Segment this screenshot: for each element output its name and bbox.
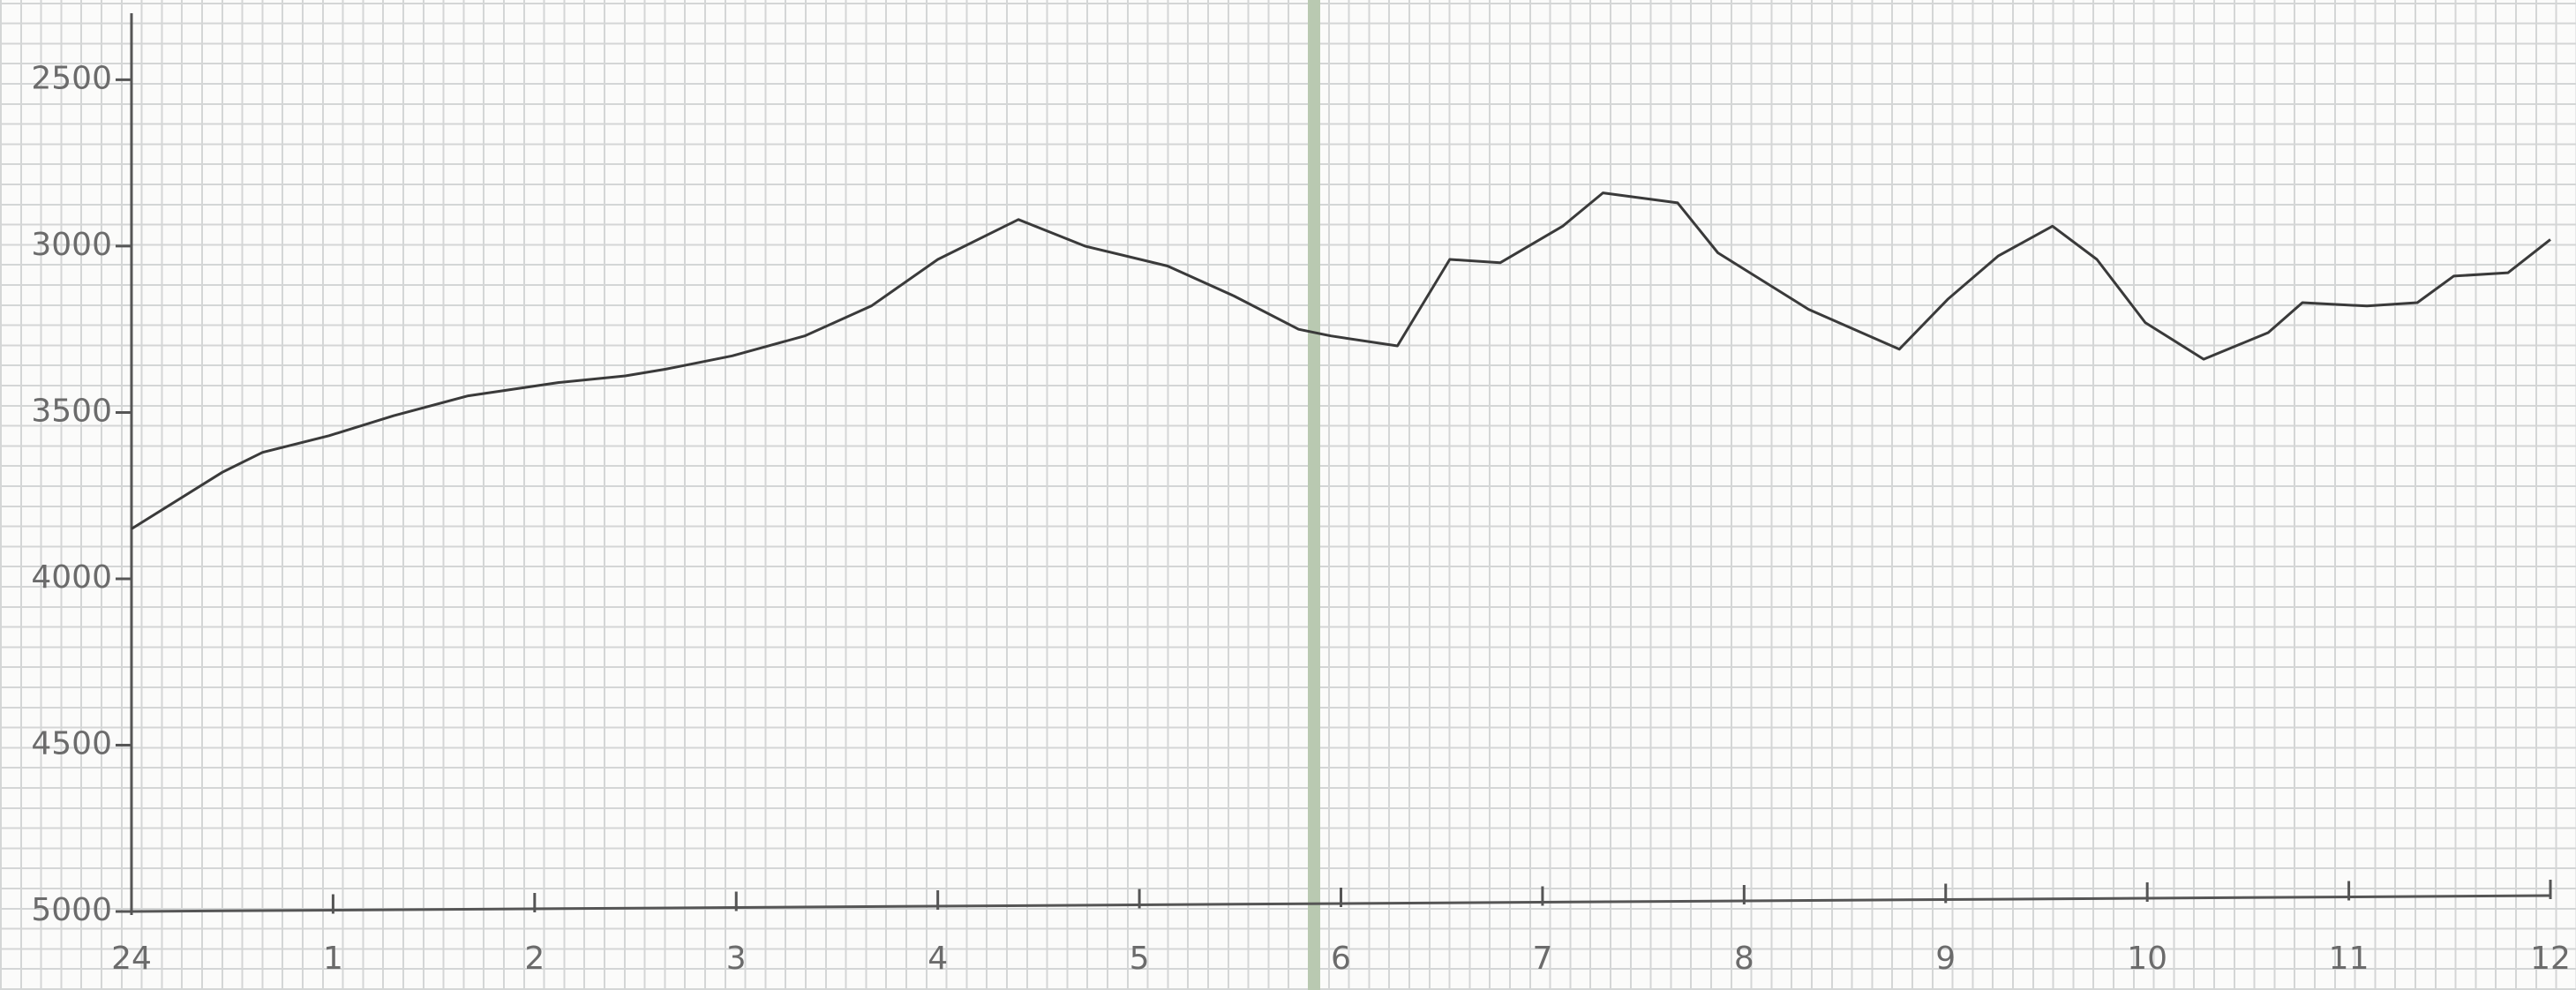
data-line: [131, 191, 2551, 530]
x-tick-label: 5: [1130, 941, 1150, 977]
x-tick-label: 3: [726, 941, 747, 977]
x-tick-label: 12: [2530, 941, 2571, 977]
x-tick-label: 7: [1532, 941, 1552, 977]
x-tick-label: 4: [928, 941, 948, 977]
y-tick-label: 5000: [31, 892, 112, 928]
x-tick-label: 8: [1734, 941, 1754, 977]
x-tick-label: 6: [1331, 941, 1351, 977]
x-tick-label: 9: [1935, 941, 1956, 977]
y-tick-label: 3500: [31, 393, 112, 429]
page-binding: [1308, 0, 1320, 990]
y-tick-label: 4500: [31, 725, 112, 761]
y-tick-label: 2500: [31, 60, 112, 96]
x-tick-label: 11: [2329, 941, 2369, 977]
y-tick-label: 3000: [31, 227, 112, 263]
x-tick-label: 10: [2127, 941, 2167, 977]
x-tick-label: 24: [111, 941, 152, 977]
x-tick-label: 1: [323, 941, 343, 977]
x-tick-label: 2: [524, 941, 544, 977]
y-tick-label: 4000: [31, 559, 112, 596]
